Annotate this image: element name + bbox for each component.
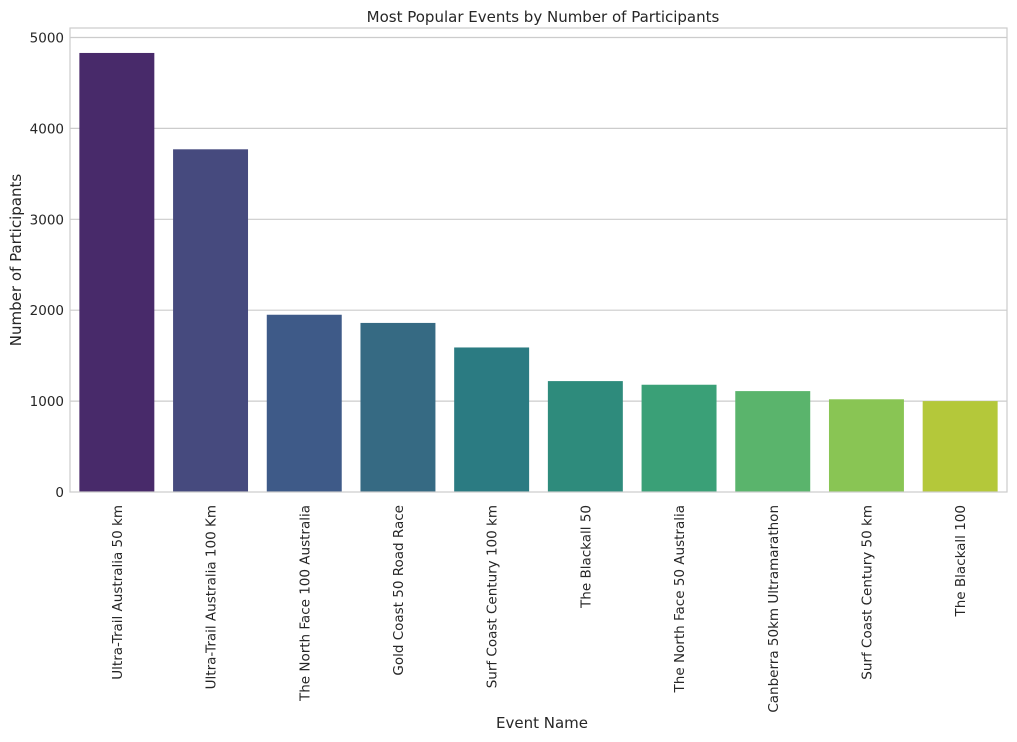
bars (79, 52, 998, 492)
x-tick-label: Ultra-Trail Australia 50 km (110, 505, 126, 680)
y-tick-label: 2000 (30, 303, 64, 319)
x-tick-label: The Blackall 100 (953, 505, 969, 618)
x-tick-labels: Ultra-Trail Australia 50 km Ultra-Trail A… (110, 505, 969, 713)
bar (922, 401, 998, 492)
x-tick-label: Surf Coast Century 50 km (859, 505, 875, 680)
x-tick-label: The North Face 50 Australia (672, 505, 688, 693)
bar (79, 52, 155, 492)
x-tick-label: Gold Coast 50 Road Race (391, 505, 407, 676)
y-tick-label: 3000 (30, 212, 64, 228)
y-tick-labels: 0 1000 2000 3000 4000 5000 (30, 31, 64, 502)
bar (641, 384, 717, 492)
x-tick-label: The North Face 100 Australia (297, 505, 313, 702)
y-axis-label: Number of Participants (7, 174, 25, 347)
y-tick-label: 0 (55, 485, 64, 501)
bar (547, 381, 623, 492)
bar (828, 399, 904, 492)
x-tick-label: Surf Coast Century 100 km (485, 505, 501, 688)
y-tick-label: 4000 (30, 121, 64, 137)
bar (360, 322, 436, 492)
x-tick-label: The Blackall 50 (578, 505, 594, 609)
chart-title: Most Popular Events by Number of Partici… (367, 8, 720, 26)
x-axis-label: Event Name (496, 714, 588, 732)
bar (735, 391, 811, 492)
plot-frame (69, 27, 1008, 493)
x-tick-label: Ultra-Trail Australia 100 Km (204, 505, 220, 689)
y-tick-label: 1000 (30, 394, 64, 410)
y-tick-label: 5000 (30, 31, 64, 47)
bar (454, 347, 530, 492)
bar (173, 149, 249, 492)
bar (266, 314, 342, 492)
x-tick-label: Canberra 50km Ultramarathon (766, 505, 782, 713)
